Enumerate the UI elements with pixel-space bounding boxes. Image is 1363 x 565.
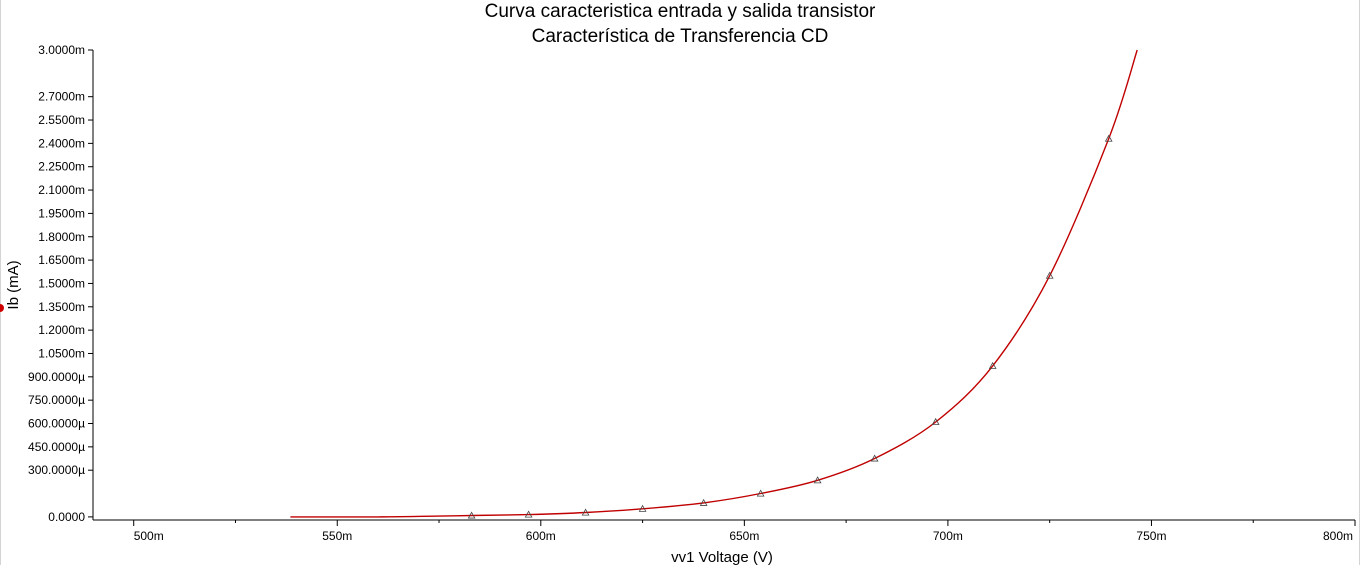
y-tick-label: 2.5500m — [38, 113, 85, 127]
y-tick-label: 750.0000µ — [28, 393, 85, 407]
y-tick-label: 1.6500m — [38, 253, 85, 267]
y-tick-label: 450.0000µ — [28, 440, 85, 454]
data-point-marker — [1045, 271, 1054, 279]
data-point-marker — [988, 361, 997, 369]
y-tick-label: 2.1000m — [38, 183, 85, 197]
data-point-marker — [638, 504, 647, 512]
y-tick-label: 2.7000m — [38, 90, 85, 104]
data-point-marker — [581, 508, 590, 516]
data-point-marker — [524, 510, 533, 518]
x-tick-label: 800m — [1323, 529, 1353, 543]
window-right-border — [1359, 0, 1360, 565]
y-tick-group: 0.0000 300.0000µ 450.0000µ 600.0000µ 750.000… — [28, 43, 93, 524]
y-tick-label: 1.9500m — [38, 206, 85, 220]
x-tick-label: 700m — [933, 529, 963, 543]
data-point-marker — [467, 511, 476, 519]
x-tick-label: 650m — [729, 529, 759, 543]
y-tick-label: 1.0500m — [38, 346, 85, 360]
x-tick-label: 550m — [322, 529, 352, 543]
x-tick-label: 750m — [1136, 529, 1166, 543]
x-tick-label: 600m — [526, 529, 556, 543]
data-point-marker — [1104, 134, 1113, 142]
series-group — [290, 49, 1138, 519]
y-tick-label: 900.0000µ — [28, 370, 85, 384]
y-tick-label: 1.8000m — [38, 230, 85, 244]
y-tick-label: 1.5000m — [38, 276, 85, 290]
y-tick-label: 0.0000 — [48, 510, 85, 524]
data-point-marker — [870, 454, 879, 462]
chart-title: Curva caracteristica entrada y salida tr… — [485, 1, 876, 22]
y-tick-label: 600.0000µ — [28, 417, 85, 431]
y-tick-label: 300.0000µ — [28, 463, 85, 477]
x-tick-group: 500m 550m 600m 650m 700m 750m 800m — [133, 520, 1356, 543]
window-left-border — [0, 0, 1, 565]
series-line[interactable] — [290, 49, 1138, 518]
data-point-marker — [813, 476, 822, 484]
x-axis-label: vv1 Voltage (V) — [671, 549, 773, 565]
selected-trace-marker[interactable] — [0, 304, 4, 312]
y-tick-label: 1.3500m — [38, 300, 85, 314]
y-tick-label: 2.2500m — [38, 160, 85, 174]
x-tick-label: 500m — [134, 529, 164, 543]
y-axis-label: Ib (mA) — [5, 260, 22, 309]
data-point-marker — [699, 498, 708, 506]
y-tick-label: 1.2000m — [38, 323, 85, 337]
chart-subtitle: Característica de Transferencia CD — [532, 26, 829, 47]
y-tick-label: 2.4000m — [38, 136, 85, 150]
data-point-marker — [756, 489, 765, 497]
y-tick-label: 3.0000m — [38, 43, 85, 57]
data-point-marker — [931, 417, 940, 425]
